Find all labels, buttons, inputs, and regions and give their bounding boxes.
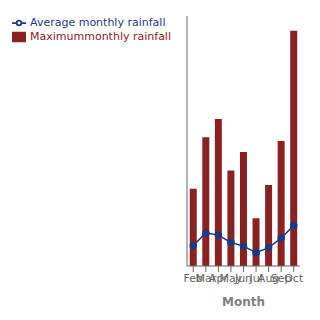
svg-text:Feb: Feb bbox=[183, 271, 203, 285]
svg-text:Month: Month bbox=[222, 295, 265, 309]
svg-text:Aug: Aug bbox=[257, 271, 280, 285]
svg-text:Jul: Jul bbox=[249, 271, 263, 285]
svg-text:Oct: Oct bbox=[284, 272, 304, 285]
html-text:Maximummonthly rainfall: Maximummonthly rainfall bbox=[30, 30, 171, 43]
svg-text:Sep: Sep bbox=[270, 271, 292, 285]
html-text:Average monthly rainfall: Average monthly rainfall bbox=[30, 16, 166, 29]
svg-text:Jun: Jun bbox=[234, 271, 253, 285]
svg-text:Mar: Mar bbox=[195, 271, 217, 285]
svg-text:May: May bbox=[219, 271, 243, 285]
